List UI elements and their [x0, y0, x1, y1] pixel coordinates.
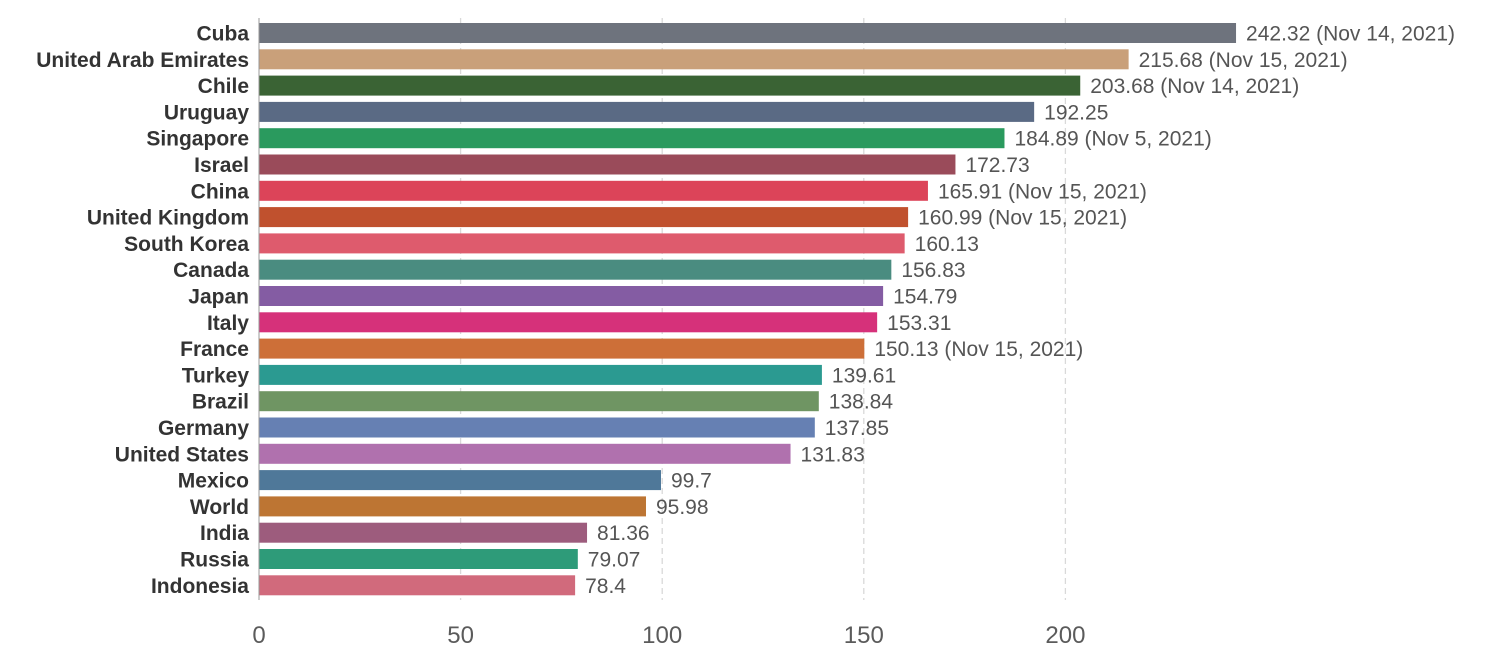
value-label: 139.61 [832, 364, 896, 387]
value-label: 203.68 (Nov 14, 2021) [1090, 75, 1299, 98]
bar-italy[interactable] [259, 312, 878, 333]
category-label: Russia [180, 549, 249, 572]
value-label: 138.84 [829, 391, 894, 414]
value-label: 150.13 (Nov 15, 2021) [874, 338, 1083, 361]
value-label: 81.36 [597, 522, 650, 545]
bar-germany[interactable] [259, 417, 815, 438]
value-label: 154.79 [893, 286, 957, 309]
category-label: Japan [188, 286, 249, 309]
value-label: 242.32 (Nov 14, 2021) [1246, 23, 1455, 46]
category-label: Germany [158, 417, 249, 440]
value-label: 79.07 [588, 549, 641, 572]
category-label: France [180, 338, 249, 361]
value-label: 192.25 [1044, 101, 1108, 124]
value-label: 78.4 [585, 575, 626, 598]
value-label: 160.99 (Nov 15, 2021) [918, 207, 1127, 230]
category-label: Chile [198, 75, 249, 98]
category-label: Israel [194, 154, 249, 177]
value-label: 99.7 [671, 470, 712, 493]
x-axis: 0 50 100 150 200 [252, 18, 1085, 649]
value-label: 131.83 [801, 443, 865, 466]
bar-brazil[interactable] [259, 391, 819, 412]
value-label: 215.68 (Nov 15, 2021) [1139, 49, 1348, 72]
category-label: United States [115, 443, 249, 466]
x-tick-label: 200 [1045, 622, 1085, 649]
bar-cuba[interactable] [259, 23, 1237, 43]
category-label: Singapore [146, 128, 249, 151]
bar-russia[interactable] [259, 549, 578, 569]
bar-israel[interactable] [259, 154, 956, 175]
category-label: India [200, 522, 249, 545]
category-label: South Korea [124, 233, 249, 256]
bar-singapore[interactable] [259, 128, 1005, 149]
bar-japan[interactable] [259, 286, 884, 306]
category-label: United Kingdom [87, 207, 249, 230]
label-layer: Cuba 242.32 (Nov 14, 2021) United Arab Emi… [36, 23, 1455, 598]
category-label: Indonesia [151, 575, 249, 598]
bar-united-kingdom[interactable] [259, 207, 909, 228]
category-label: United Arab Emirates [36, 49, 249, 72]
x-tick-label: 100 [642, 622, 682, 649]
bar-indonesia[interactable] [259, 575, 576, 596]
category-label: World [190, 496, 249, 519]
category-label: Brazil [192, 391, 249, 414]
bar-turkey[interactable] [259, 364, 822, 385]
value-label: 172.73 [965, 154, 1029, 177]
category-label: Uruguay [164, 101, 250, 124]
value-label: 137.85 [825, 417, 889, 440]
category-label: Canada [173, 259, 249, 282]
bar-mexico[interactable] [259, 470, 661, 491]
bar-china[interactable] [259, 180, 928, 201]
value-label: 153.31 [887, 312, 951, 335]
value-label: 95.98 [656, 496, 709, 519]
bar-layer [259, 23, 1237, 596]
value-label: 184.89 (Nov 5, 2021) [1014, 128, 1211, 151]
x-tick-label: 0 [252, 622, 265, 649]
bar-france[interactable] [259, 338, 865, 359]
bar-canada[interactable] [259, 259, 892, 280]
bar-united-states[interactable] [259, 443, 791, 464]
category-label: Mexico [178, 470, 249, 493]
category-label: Italy [207, 312, 249, 335]
category-label: China [191, 180, 250, 203]
x-tick-label: 50 [447, 622, 474, 649]
bar-south-korea[interactable] [259, 233, 905, 254]
category-label: Cuba [197, 23, 250, 46]
bar-world[interactable] [259, 496, 646, 517]
category-label: Turkey [182, 364, 250, 387]
value-label: 156.83 [901, 259, 965, 282]
value-label: 165.91 (Nov 15, 2021) [938, 180, 1147, 203]
x-tick-label: 150 [844, 622, 884, 649]
bar-chile[interactable] [259, 75, 1081, 96]
bar-uruguay[interactable] [259, 101, 1035, 122]
bar-india[interactable] [259, 522, 588, 543]
value-label: 160.13 [915, 233, 979, 256]
bar-united-arab-emirates[interactable] [259, 49, 1129, 70]
